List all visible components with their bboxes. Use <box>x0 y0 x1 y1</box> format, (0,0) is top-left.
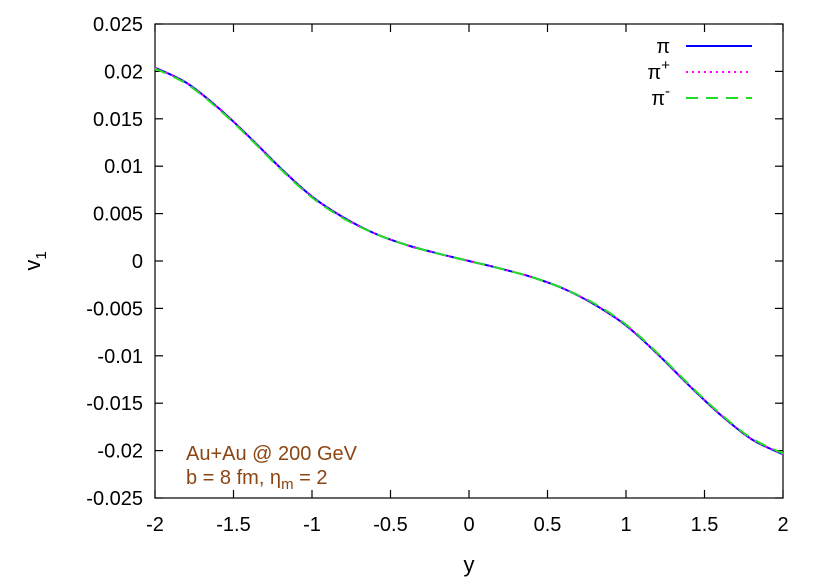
y-tick-label: 0.025 <box>93 14 143 36</box>
y-tick-labels: 0.025 0.02 0.015 0.01 0.005 0 -0.005 -0.01 -0.01… <box>86 14 143 510</box>
x-tick-labels: -2 -1.5 -1 -0.5 0 0.5 1 1.5 2 <box>146 514 788 536</box>
legend-label-symbol: π <box>651 88 665 110</box>
x-tick-label: 1.5 <box>691 514 719 536</box>
x-tick-label: -2 <box>146 514 164 536</box>
annotation-line-1: Au+Au @ 200 GeV <box>186 443 358 465</box>
y-tick-label: 0.015 <box>93 109 143 131</box>
y-tick-label: -0.005 <box>86 298 143 320</box>
x-tick-label: -1.5 <box>216 514 250 536</box>
series-curves <box>154 66 784 456</box>
y-tick-label: -0.01 <box>97 346 143 368</box>
legend-label-superscript: - <box>665 83 670 100</box>
y-tick-label: -0.02 <box>97 441 143 463</box>
x-tick-label: 1 <box>620 514 631 536</box>
series-line-0 <box>154 66 784 456</box>
x-tick-label: -0.5 <box>373 514 407 536</box>
y-tick-label: 0.005 <box>93 204 143 226</box>
y-axis-label-subscript: 1 <box>33 251 50 259</box>
annotation: Au+Au @ 200 GeV b = 8 fm, ηm = 2 <box>186 443 358 493</box>
legend-label-0: π <box>656 36 670 58</box>
x-tick-label: 0.5 <box>534 514 562 536</box>
x-tick-label: 0 <box>463 514 474 536</box>
y-tick-label: -0.015 <box>86 393 143 415</box>
legend-label-1: π+ <box>647 57 670 84</box>
annotation-line-2: b = 8 fm, ηm = 2 <box>186 467 327 493</box>
y-tick-label: 0.01 <box>104 156 143 178</box>
y-axis-label-main: v <box>20 260 45 271</box>
series-line-2 <box>154 67 784 455</box>
annotation-line-2-prefix: b = 8 fm, η <box>186 467 281 489</box>
y-tick-label: -0.025 <box>86 488 143 510</box>
legend-label-symbol: π <box>647 62 661 84</box>
legend-label-superscript: + <box>661 57 670 74</box>
legend: ππ+π- <box>647 36 752 110</box>
x-tick-label: 2 <box>777 514 788 536</box>
legend-label-symbol: π <box>656 36 670 58</box>
annotation-line-2-suffix: = 2 <box>294 467 328 489</box>
y-tick-label: 0.02 <box>104 61 143 83</box>
annotation-line-2-subscript: m <box>281 476 294 493</box>
y-axis-label: v1 <box>20 251 50 270</box>
legend-label-2: π- <box>651 83 670 110</box>
x-axis-label: y <box>464 552 475 577</box>
x-tick-label: -1 <box>303 514 321 536</box>
y-tick-label: 0 <box>132 251 143 273</box>
